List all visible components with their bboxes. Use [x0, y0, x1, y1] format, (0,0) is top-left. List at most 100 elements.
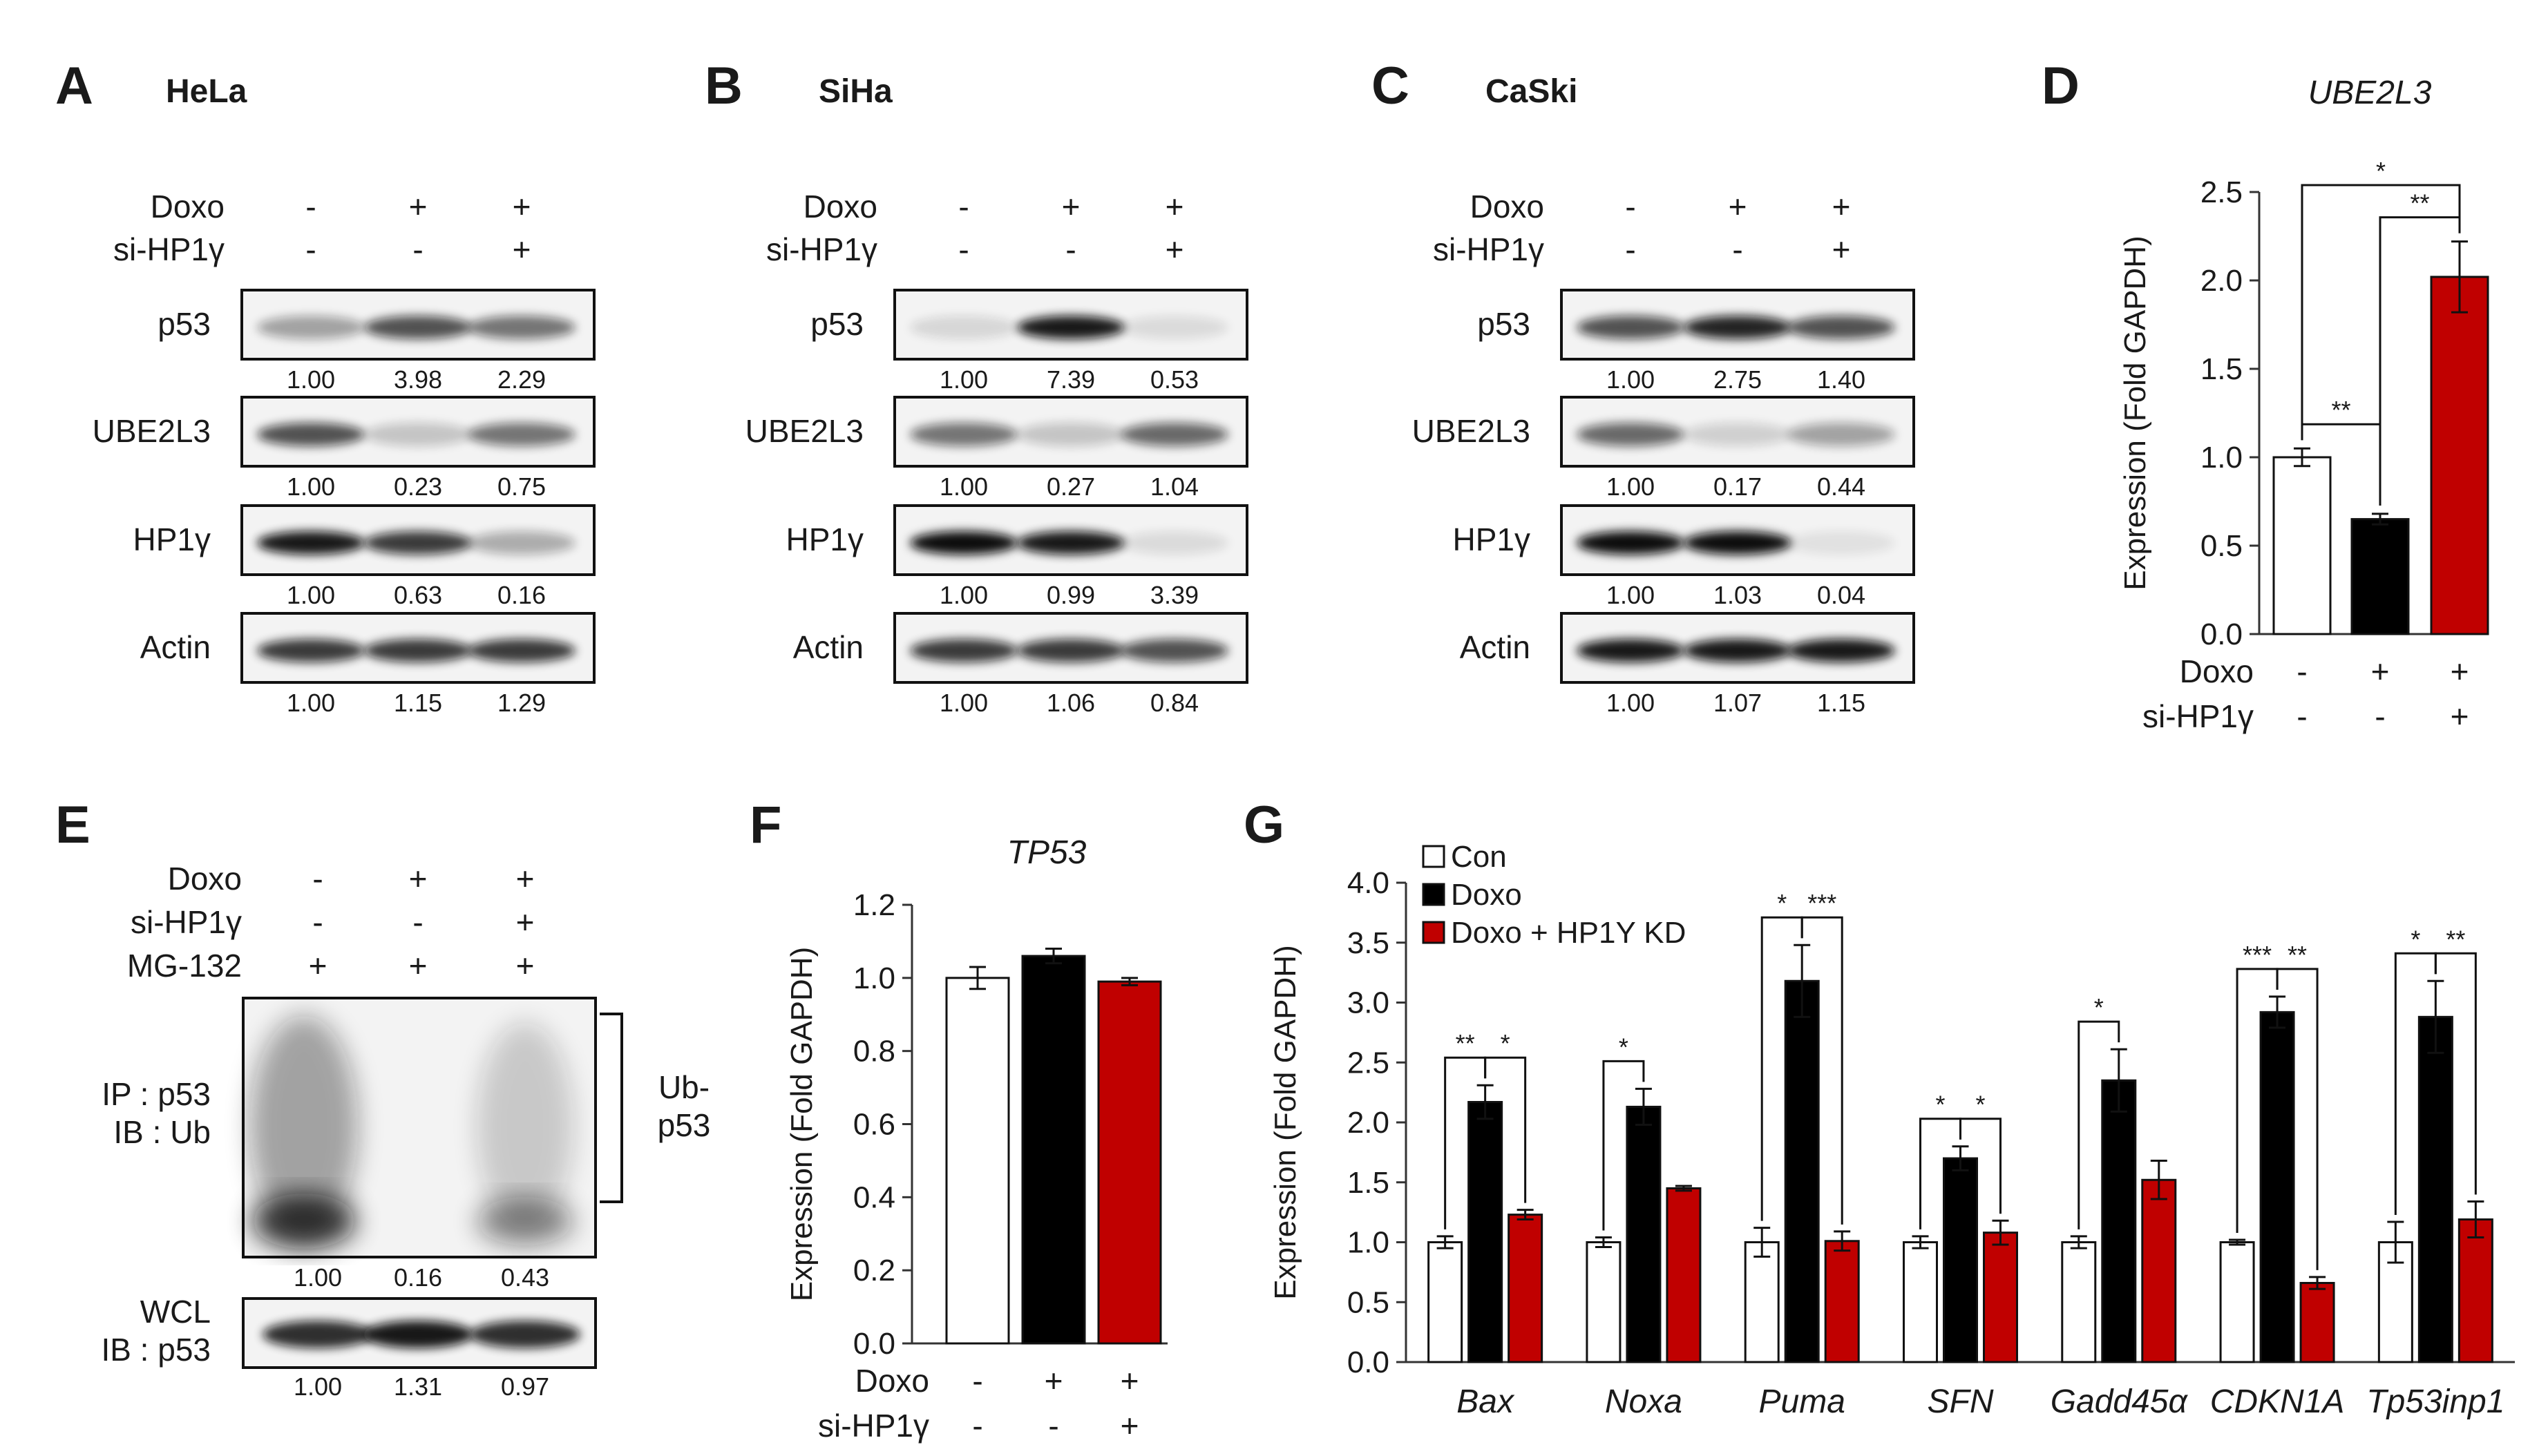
blot-band [1787, 423, 1895, 446]
y-tick-label: 0.8 [853, 1035, 895, 1069]
significance-bracket [2301, 184, 2461, 441]
blot-band [1577, 423, 1684, 446]
band-quantification: 1.40 [1817, 365, 1865, 394]
band-quantification: 7.39 [1047, 365, 1095, 394]
band-quantification: 1.00 [294, 1263, 342, 1292]
category-label: Bax [1456, 1383, 1515, 1420]
treatment-sign: + [513, 189, 531, 224]
ubiquitin-smear [477, 1197, 573, 1245]
protein-label: UBE2L3 [745, 413, 864, 449]
band-quantification: 1.15 [394, 689, 442, 717]
band-quantification: 0.53 [1150, 365, 1199, 394]
significance-stars: *** [1807, 889, 1836, 917]
band-quantification: 1.00 [1606, 581, 1655, 609]
treatment-sign: - [2297, 698, 2307, 734]
significance-stars: ** [1456, 1029, 1475, 1057]
blot-band [1684, 316, 1791, 339]
ub-label: p53 [658, 1107, 711, 1143]
bar [1097, 980, 1162, 1345]
treatment-sign: + [2451, 653, 2469, 689]
ub-label: Ub- [658, 1069, 710, 1105]
protein-label: Actin [1460, 629, 1530, 665]
blot-band [1017, 316, 1125, 339]
blot-band [1017, 423, 1125, 446]
y-tick-label: 2.5 [2200, 175, 2243, 209]
chart-tp53: 0.0 0.2 0.4 0.6 0.8 1.0 1.2 Expression (Fold GA… [785, 834, 1168, 1444]
band-quantification: 1.03 [1713, 581, 1762, 609]
blot-band [1787, 531, 1895, 555]
y-tick-label: 0.0 [2200, 617, 2243, 651]
band-quantification: 1.00 [287, 581, 335, 609]
western-blot-caski: CaSki Doxo - + + si-HP1γ - - + p53 1.00 2.75 1.40 UBE… [1412, 73, 1915, 717]
significance-stars: * [1935, 1091, 1945, 1119]
protein-label: p53 [158, 306, 211, 342]
bar [2259, 1010, 2295, 1363]
band-quantification: 1.00 [287, 472, 335, 501]
y-tick-label: 0.2 [853, 1254, 895, 1287]
blot-band [1121, 639, 1228, 662]
protein-label: HP1γ [1453, 521, 1530, 557]
bar [2219, 1241, 2255, 1363]
significance-stars: * [1777, 889, 1787, 917]
band-quantification: 1.00 [940, 689, 988, 717]
cell-line-name: CaSki [1485, 73, 1577, 110]
ib-label: IB : p53 [101, 1332, 211, 1368]
bar [1784, 979, 1820, 1363]
treatment-sign: - [958, 231, 969, 267]
blot-band [468, 531, 576, 555]
band-quantification: 3.98 [394, 365, 442, 394]
band-quantification: 1.00 [287, 365, 335, 394]
bar [2141, 1178, 2177, 1363]
treatment-label: Doxo [804, 189, 877, 224]
band-quantification: 1.00 [940, 472, 988, 501]
bar [2417, 1015, 2453, 1363]
ib-label: IB : Ub [113, 1114, 211, 1150]
protein-label: p53 [810, 306, 864, 342]
band-quantification: 1.00 [287, 689, 335, 717]
treatment-label: si-HP1γ [1433, 231, 1544, 267]
treatment-sign: - [2375, 698, 2385, 734]
band-quantification: 1.29 [497, 689, 546, 717]
protein-label: Actin [793, 629, 864, 665]
ubiquitin-smear [252, 1194, 356, 1249]
bar [945, 977, 1010, 1345]
band-quantification: 1.00 [294, 1372, 342, 1401]
band-quantification: 1.00 [940, 365, 988, 394]
blot-band [1017, 531, 1125, 555]
treatment-sign: + [1832, 189, 1851, 224]
treatment-label: si-HP1γ [131, 904, 242, 940]
blot-band [1121, 423, 1228, 446]
blot-band [364, 639, 472, 662]
treatment-label: si-HP1γ [818, 1408, 929, 1444]
treatment-sign: + [1166, 231, 1184, 267]
treatment-sign: + [1729, 189, 1747, 224]
category-label: Noxa [1605, 1383, 1682, 1420]
panel-label-b: B [705, 57, 743, 115]
blot-band [1017, 639, 1125, 662]
bar [2299, 1281, 2335, 1363]
treatment-sign: + [1166, 189, 1184, 224]
treatment-sign: - [1625, 189, 1635, 224]
treatment-sign: + [516, 861, 535, 897]
treatment-label: Doxo [168, 861, 242, 897]
y-tick-label: 0.0 [1347, 1345, 1389, 1379]
significance-stars: ** [2410, 189, 2429, 218]
significance-stars: * [1501, 1029, 1510, 1057]
band-quantification: 0.16 [497, 581, 546, 609]
panel-label-d: D [2042, 57, 2080, 115]
y-tick-label: 4.0 [1347, 866, 1389, 900]
wcl-label: WCL [140, 1294, 211, 1330]
blot-band [1577, 316, 1684, 339]
y-tick-label: 0.6 [853, 1108, 895, 1142]
significance-bracket [2434, 952, 2477, 1195]
significance-bracket [1602, 1060, 1645, 1231]
significance-stars: * [2411, 925, 2420, 953]
significance-stars: * [2094, 993, 2104, 1022]
treatment-sign: + [409, 948, 428, 984]
panel-label-g: G [1244, 796, 1284, 854]
band-quantification: 0.99 [1047, 581, 1095, 609]
treatment-sign: + [309, 948, 327, 984]
significance-bracket [1959, 1118, 2002, 1214]
legend-label: Con [1451, 840, 1507, 874]
